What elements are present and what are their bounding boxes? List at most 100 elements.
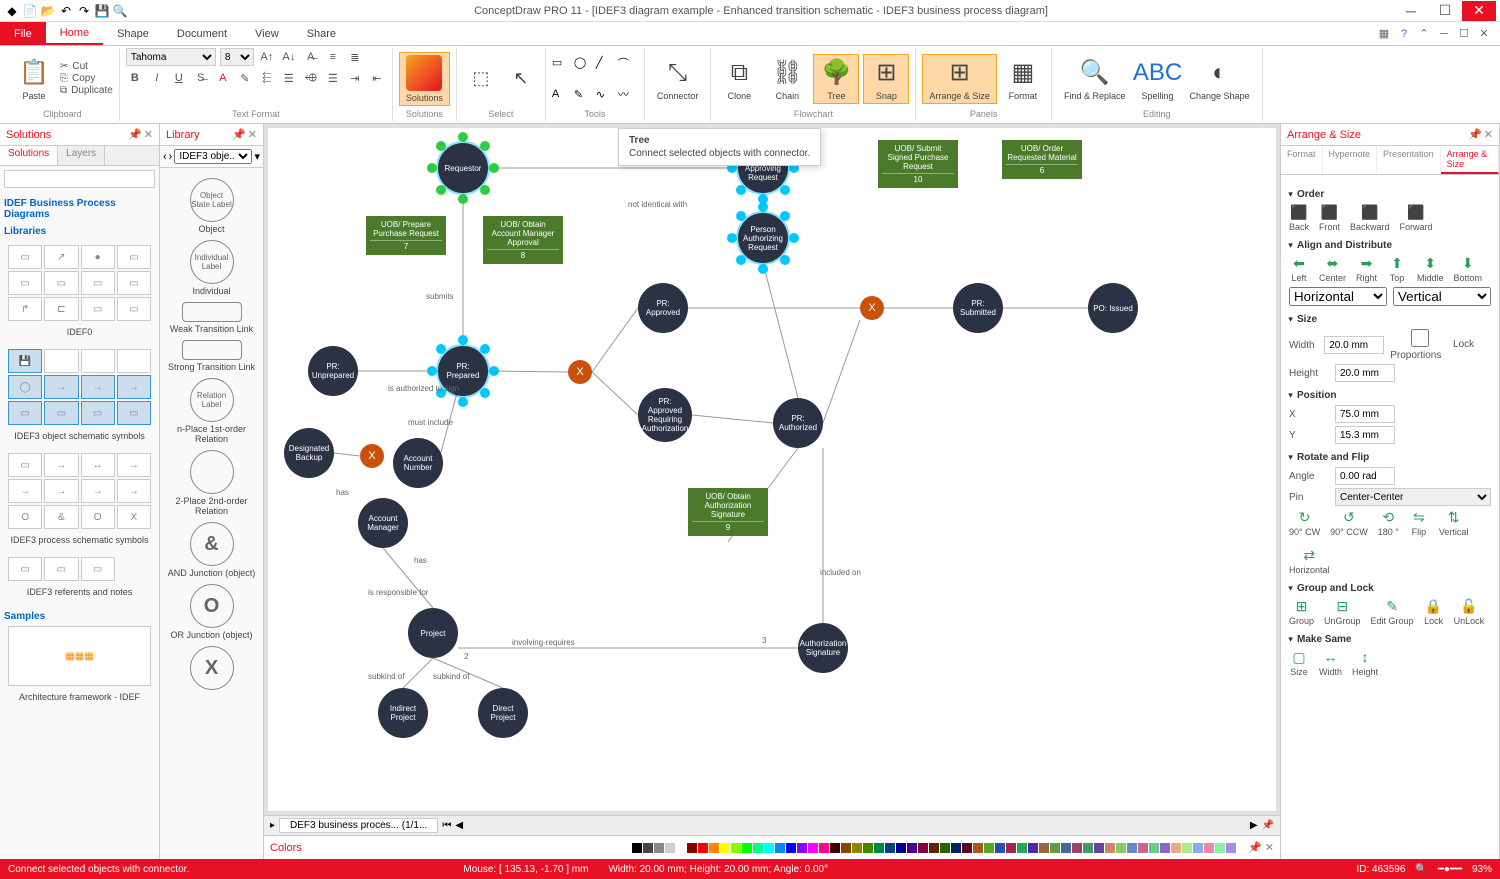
x-input[interactable] [1335, 405, 1395, 423]
ungroup-btn[interactable]: ⊟UnGroup [1324, 598, 1361, 626]
help-icon[interactable]: ? [1396, 26, 1412, 42]
arrange-size-button[interactable]: ⊞Arrange & Size [922, 54, 997, 104]
color-swatch[interactable] [1160, 843, 1170, 853]
sol-thumb[interactable]: ● [81, 245, 115, 269]
panel-close-icon[interactable]: ✕ [1484, 128, 1493, 141]
rect-tool-icon[interactable]: ▭ [552, 56, 572, 69]
sol-thumb[interactable]: ◯ [8, 375, 42, 399]
selection-handle[interactable] [458, 335, 468, 345]
align-center[interactable]: ⬌Center [1319, 255, 1346, 283]
sol-thumb[interactable]: ▭ [117, 297, 151, 321]
color-swatch[interactable] [1138, 843, 1148, 853]
selection-handle[interactable] [758, 264, 768, 274]
selection-handle[interactable] [736, 255, 746, 265]
color-swatch[interactable] [1006, 843, 1016, 853]
solutions-search[interactable] [4, 170, 155, 188]
color-swatch[interactable] [1149, 843, 1159, 853]
selection-handle[interactable] [489, 163, 499, 173]
color-swatch[interactable] [907, 843, 917, 853]
pin-icon[interactable]: 📌 [1468, 128, 1482, 141]
save-icon[interactable]: 💾 [94, 3, 110, 19]
clear-format-icon[interactable]: A̶ [302, 48, 320, 66]
order-front[interactable]: ⬛Front [1319, 204, 1340, 232]
sample-thumb[interactable]: ▦▦▦ [8, 626, 151, 686]
flip[interactable]: ⇋Flip [1409, 509, 1429, 537]
tab-home[interactable]: Home [46, 22, 103, 45]
width-input[interactable] [1324, 336, 1384, 354]
same-size[interactable]: ▢Size [1289, 649, 1309, 677]
sheet-nav-prev-icon[interactable]: ◀ [455, 820, 463, 831]
color-swatch[interactable] [940, 843, 950, 853]
color-swatch[interactable] [1226, 843, 1236, 853]
find-replace-button[interactable]: 🔍Find & Replace [1058, 55, 1132, 103]
color-swatch[interactable] [1193, 843, 1203, 853]
color-swatch[interactable] [1204, 843, 1214, 853]
rot-180[interactable]: ⟲180 ° [1378, 509, 1399, 537]
arc-tool-icon[interactable]: ⌒ [618, 55, 638, 71]
order-backward[interactable]: ⬛Backward [1350, 204, 1390, 232]
color-swatch[interactable] [808, 843, 818, 853]
sol-section-samples[interactable]: Samples [4, 611, 155, 622]
color-swatch[interactable] [1215, 843, 1225, 853]
junction-x[interactable]: X [860, 296, 884, 320]
color-swatch[interactable] [1028, 843, 1038, 853]
color-swatch[interactable] [676, 843, 686, 853]
align-middle[interactable]: ⬍Middle [1417, 255, 1444, 283]
library-shape[interactable]: Individual LabelIndividual [164, 240, 259, 296]
zoom-icon[interactable]: 🔍 [112, 3, 128, 19]
sol-thumb[interactable] [44, 349, 78, 373]
tab-share[interactable]: Share [293, 22, 350, 45]
align-left-icon[interactable]: ≡ [324, 48, 342, 66]
pt-layers[interactable]: Layers [58, 146, 105, 165]
library-shape[interactable]: Strong Transition Link [164, 340, 259, 372]
uob-box[interactable]: UOB/ Obtain Authorization Signature9 [688, 488, 768, 536]
pointer-tool[interactable]: ↖ [503, 65, 539, 93]
open-icon[interactable]: 📂 [40, 3, 56, 19]
color-swatch[interactable] [1116, 843, 1126, 853]
duplicate-button[interactable]: ⧉ Duplicate [60, 85, 113, 96]
sol-thumb[interactable]: → [44, 479, 78, 503]
close2-icon[interactable]: ✕ [1476, 26, 1492, 42]
color-swatch[interactable] [786, 843, 796, 853]
flip-h[interactable]: ⇄Horizontal [1289, 547, 1330, 575]
sol-thumb[interactable]: ▭ [81, 297, 115, 321]
al-c-icon[interactable]: ☰ [280, 69, 298, 87]
color-swatch[interactable] [665, 843, 675, 853]
selection-handle[interactable] [458, 132, 468, 142]
node-indirect-project[interactable]: Indirect Project [378, 688, 428, 738]
pin-icon[interactable]: 📌 [128, 128, 142, 141]
pt-solutions[interactable]: Solutions [0, 146, 58, 165]
y-input[interactable] [1335, 426, 1395, 444]
color-swatch[interactable] [632, 843, 642, 853]
curve-tool-icon[interactable]: ∿ [596, 88, 616, 101]
sol-section-libraries[interactable]: Libraries [4, 226, 155, 237]
library-shape[interactable]: &AND Junction (object) [164, 522, 259, 578]
color-swatch[interactable] [1050, 843, 1060, 853]
sol-thumb[interactable]: ↱ [8, 297, 42, 321]
strike-icon[interactable]: S̶ [192, 69, 210, 87]
selection-handle[interactable] [480, 388, 490, 398]
node-auth-signature[interactable]: Authorization Signature [798, 623, 848, 673]
min2-icon[interactable]: ⌃ [1416, 26, 1432, 42]
selection-handle[interactable] [436, 185, 446, 195]
node-pr-unprepared[interactable]: PR: Unprepared [308, 346, 358, 396]
snap-button[interactable]: ⊞Snap [863, 54, 909, 104]
sol-thumb[interactable]: ▭ [8, 271, 42, 295]
node-account-manager[interactable]: Account Manager [358, 498, 408, 548]
node-project[interactable]: Project [408, 608, 458, 658]
selection-handle[interactable] [758, 202, 768, 212]
color-swatch[interactable] [995, 843, 1005, 853]
sheet-tab[interactable]: DEF3 business proces... (1/1... [279, 818, 438, 833]
bold-icon[interactable]: B [126, 69, 144, 87]
sol-thumb[interactable]: ▭ [44, 271, 78, 295]
sol-thumb[interactable]: → [117, 375, 151, 399]
library-shape[interactable]: Relation Labeln-Place 1st-order Relation [164, 378, 259, 444]
collapse-icon[interactable]: ─ [1436, 26, 1452, 42]
sol-thumb[interactable]: ▭ [117, 271, 151, 295]
zoom-slider[interactable]: ━●━━ [1438, 864, 1462, 875]
sheet-nav-next-icon[interactable]: ▶ [1250, 820, 1258, 831]
sol-thumb[interactable]: ▭ [81, 401, 115, 425]
sol-thumb[interactable] [81, 349, 115, 373]
grow-font-icon[interactable]: A↑ [258, 48, 276, 66]
tab-document[interactable]: Document [163, 22, 241, 45]
